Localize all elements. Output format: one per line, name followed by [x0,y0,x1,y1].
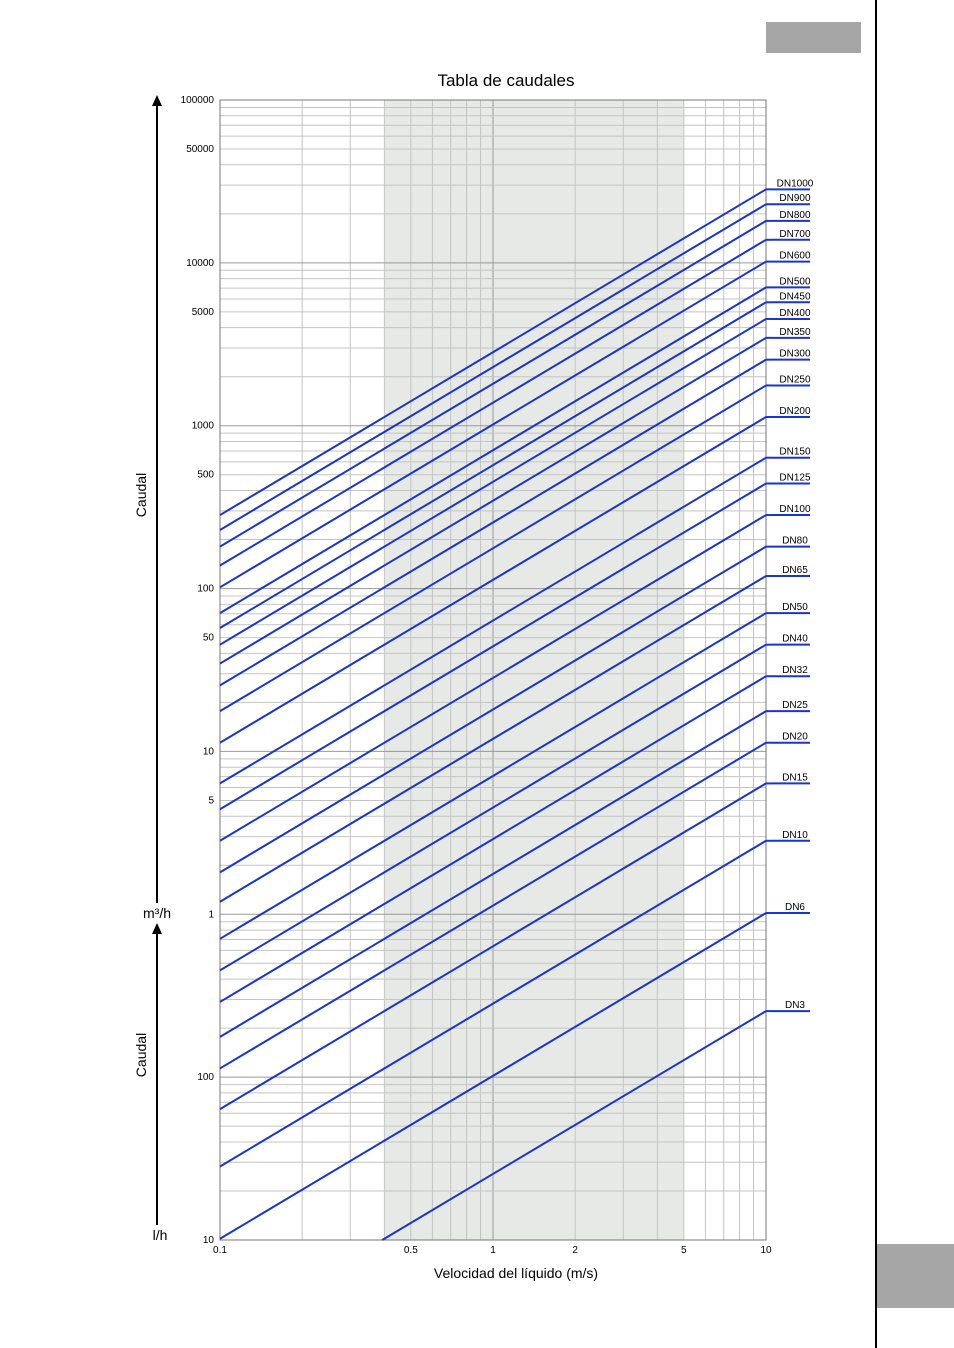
series-line-dn150 [219,456,767,785]
series-label-dn600: DN600 [779,251,811,262]
y-tick-label-upper: 10 [203,746,215,757]
y-axis-label-upper: Caudal [133,473,149,517]
series-label-dn65: DN65 [782,565,808,576]
series-label-dn25: DN25 [782,700,808,711]
series-line-dn80 [219,545,767,874]
series-line-dn600 [219,260,767,589]
series-label-dn250: DN250 [779,374,811,385]
y-tick-label-upper: 100 [197,584,214,595]
series-line-dn400 [219,318,767,646]
upper-axis-arrow [152,95,162,903]
series-label-dn3: DN3 [785,1000,805,1011]
y-tick-label-lower: 10 [203,1235,215,1246]
y-tick-label-lower: 100 [197,1072,214,1083]
page-edge-rule [875,0,877,1348]
series-line-dn15 [219,782,767,1110]
series-line-dn6 [219,912,767,1240]
series-line-dn200 [219,416,767,744]
x-tick-label: 1 [490,1245,496,1256]
y-tick-label-upper: 10000 [186,258,214,269]
series-line-dn100 [219,514,767,842]
series-label-dn150: DN150 [779,447,811,458]
y-tick-label-upper: 5000 [192,307,215,318]
series-line-dn900 [219,203,767,531]
top-page-tab [766,22,861,53]
series-label-dn10: DN10 [782,830,808,841]
series-label-dn800: DN800 [779,210,811,221]
series-line-dn450 [219,301,767,629]
series-line-dn700 [219,238,767,567]
x-tick-label: 5 [681,1245,687,1256]
y-tick-label-upper: 50 [203,633,215,644]
y-tick-label-upper: 500 [197,470,214,481]
series-label-dn200: DN200 [779,406,811,417]
side-page-tab [877,1244,954,1308]
series-line-dn300 [219,358,767,687]
x-tick-label: 0.5 [404,1245,418,1256]
series-label-dn15: DN15 [782,772,808,783]
series-line-dn20 [219,741,767,1070]
series-line-dn3 [381,1010,767,1241]
series-label-dn6: DN6 [785,902,805,913]
series-line-dn1000 [219,188,767,516]
x-tick-label: 0.1 [213,1245,227,1256]
series-label-dn300: DN300 [779,349,811,360]
series-line-dn10 [219,839,767,1168]
unit-label-upper: m³/h [143,905,171,921]
series-line-dn65 [219,575,767,903]
series-label-dn50: DN50 [782,602,808,613]
series-label-dn40: DN40 [782,634,808,645]
plot-frame [219,99,767,1241]
series-line-dn50 [219,612,767,940]
y-axis-label-lower: Caudal [133,1033,149,1077]
series-line-dn25 [219,710,767,1038]
series-line-dn800 [219,220,767,548]
series-line-dn250 [219,384,767,713]
x-axis-label: Velocidad del líquido (m/s) [434,1265,598,1281]
series-line-dn350 [219,336,767,665]
series-line-dn32 [219,675,767,1003]
y-tick-label-upper: 5 [208,795,214,806]
lower-axis-arrow [152,923,162,1225]
series-label-dn900: DN900 [779,193,811,204]
series-line-dn500 [219,286,767,614]
y-tick-label-upper: 1000 [192,421,215,432]
series-label-dn80: DN80 [782,536,808,547]
series-label-dn32: DN32 [782,665,808,676]
series-label-dn700: DN700 [779,229,811,240]
series-label-dn20: DN20 [782,732,808,743]
series-line-dn125 [219,482,767,811]
series-label-dn400: DN400 [779,308,811,319]
x-tick-label: 2 [572,1245,578,1256]
x-tick-label: 10 [760,1245,772,1256]
series-label-dn350: DN350 [779,327,811,338]
series-label-dn125: DN125 [779,472,811,483]
series-line-dn40 [219,643,767,972]
y-tick-label-upper: 1 [208,909,214,920]
unit-label-lower: l/h [153,1227,168,1243]
series-label-dn500: DN500 [779,276,811,287]
series-label-dn450: DN450 [779,291,811,302]
chart-title: Tabla de caudales [437,71,574,90]
recommended-velocity-band [384,100,684,1240]
y-tick-label-upper: 50000 [186,144,214,155]
series-label-dn100: DN100 [779,504,811,515]
y-tick-label-upper: 100000 [181,95,215,106]
series-label-dn1000: DN1000 [777,178,814,189]
